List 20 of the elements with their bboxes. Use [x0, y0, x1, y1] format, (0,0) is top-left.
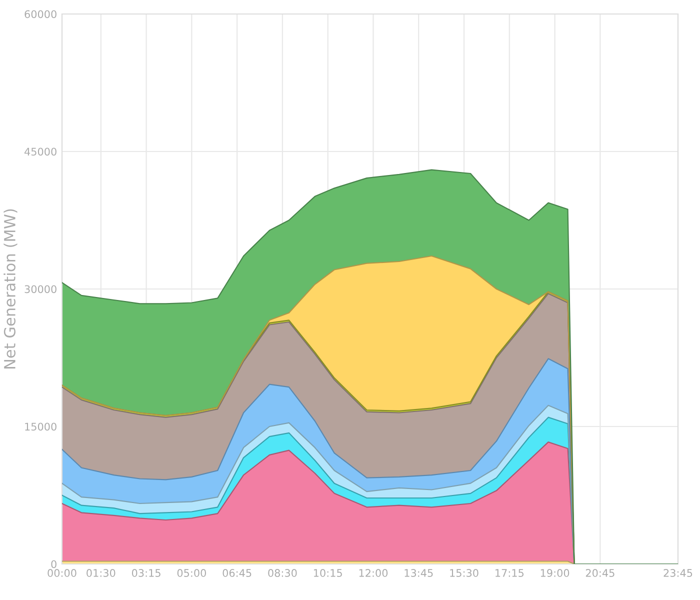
x-tick-label: 15:30	[450, 569, 478, 577]
x-tick-label: 03:15	[132, 569, 160, 577]
y-tick-label: 30000	[24, 285, 56, 294]
x-tick-label: 01:30	[86, 569, 116, 577]
x-tick-label: 17:15	[496, 569, 524, 577]
x-tick-label: 19:00	[540, 569, 570, 577]
x-tick-label: 20:45	[586, 569, 614, 577]
y-axis-title: Net Generation (MW)	[4, 209, 18, 368]
x-tick-label: 10:15	[314, 569, 342, 577]
x-tick-label: 13:45	[404, 569, 433, 577]
x-tick-label: 06:45	[222, 569, 252, 577]
x-tick-label: 12:00	[359, 569, 388, 577]
y-tick-label: 15000	[25, 422, 56, 431]
x-tick-label: 08:30	[268, 569, 297, 577]
y-tick-label: 0	[51, 560, 56, 568]
y-tick-label: 45000	[24, 148, 56, 156]
x-tick-label: 23:45	[664, 569, 692, 577]
x-tick-label: 05:00	[177, 569, 206, 577]
y-tick-label: 60000	[24, 10, 56, 18]
x-tick-label: 00:00	[48, 569, 76, 577]
